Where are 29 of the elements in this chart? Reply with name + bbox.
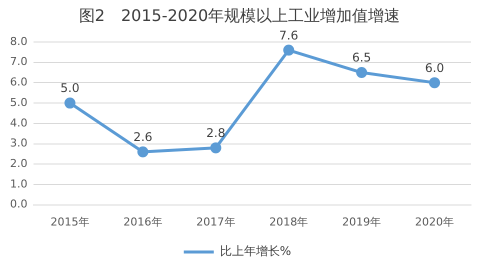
y-tick-label: 0.0 <box>10 198 28 211</box>
y-tick-label: 7.0 <box>10 55 28 68</box>
y-tick-label: 5.0 <box>10 96 28 109</box>
point <box>210 142 222 154</box>
x-tick-label: 2020年 <box>415 215 454 228</box>
y-tick-label: 1.0 <box>10 177 28 190</box>
y-tick-label: 2.0 <box>10 156 28 170</box>
x-tick-label: 2017年 <box>196 215 236 228</box>
text: 2.8 <box>206 126 226 140</box>
y-tick-label: 6.0 <box>10 76 28 89</box>
point <box>356 67 368 78</box>
x-tick-label: 2018年 <box>269 215 308 228</box>
text: 6.0 <box>424 60 444 75</box>
chart-title: 图2 2015-2020年规模以上工业增加值增速 <box>78 6 402 27</box>
legend-label: 比上年增长% <box>220 244 292 258</box>
x-tick-label: 2019年 <box>342 215 382 228</box>
point <box>283 44 294 56</box>
x-tick-label: 2016年 <box>123 215 162 228</box>
text: 6.5 <box>352 50 372 65</box>
point <box>137 146 148 158</box>
point <box>429 77 440 88</box>
y-tick-label: 4.0 <box>10 116 28 130</box>
text: 2.6 <box>133 130 152 144</box>
point <box>64 98 76 109</box>
text: 5.0 <box>60 81 80 96</box>
text: 7.6 <box>279 28 298 42</box>
y-tick-label: 8.0 <box>10 34 28 48</box>
y-tick-label: 3.0 <box>10 136 28 150</box>
x-tick-label: 2015年 <box>50 215 90 228</box>
